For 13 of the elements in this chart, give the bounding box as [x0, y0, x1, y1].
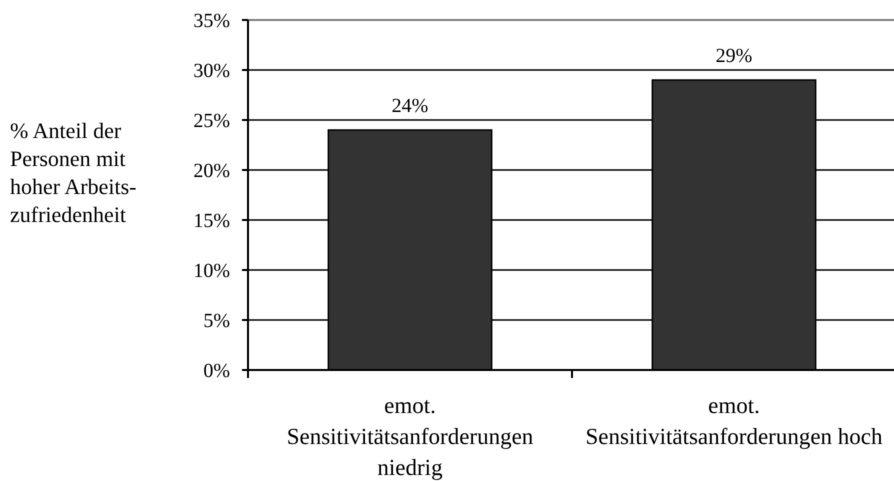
x-tick-label: emot. Sensitivitätsanforderungen hoch	[585, 393, 884, 449]
y-tick-label: 15%	[193, 210, 230, 232]
y-tick-label: 25%	[193, 110, 230, 132]
y-tick-label: 35%	[193, 10, 230, 32]
x-tick-label: emot. Sensitivitätsanforderungen niedrig	[286, 393, 534, 480]
data-label: 24%	[392, 95, 428, 117]
y-tick-label: 10%	[193, 260, 230, 282]
y-tick-label: 20%	[193, 160, 230, 182]
y-axis-title: % Anteil der Personen mit hoher Arbeits- zufriedenheit	[10, 118, 136, 227]
data-label: 29%	[716, 45, 752, 67]
y-tick-label: 30%	[193, 60, 230, 82]
y-tick-label: 0%	[203, 360, 230, 382]
y-tick-label: 5%	[203, 310, 230, 332]
